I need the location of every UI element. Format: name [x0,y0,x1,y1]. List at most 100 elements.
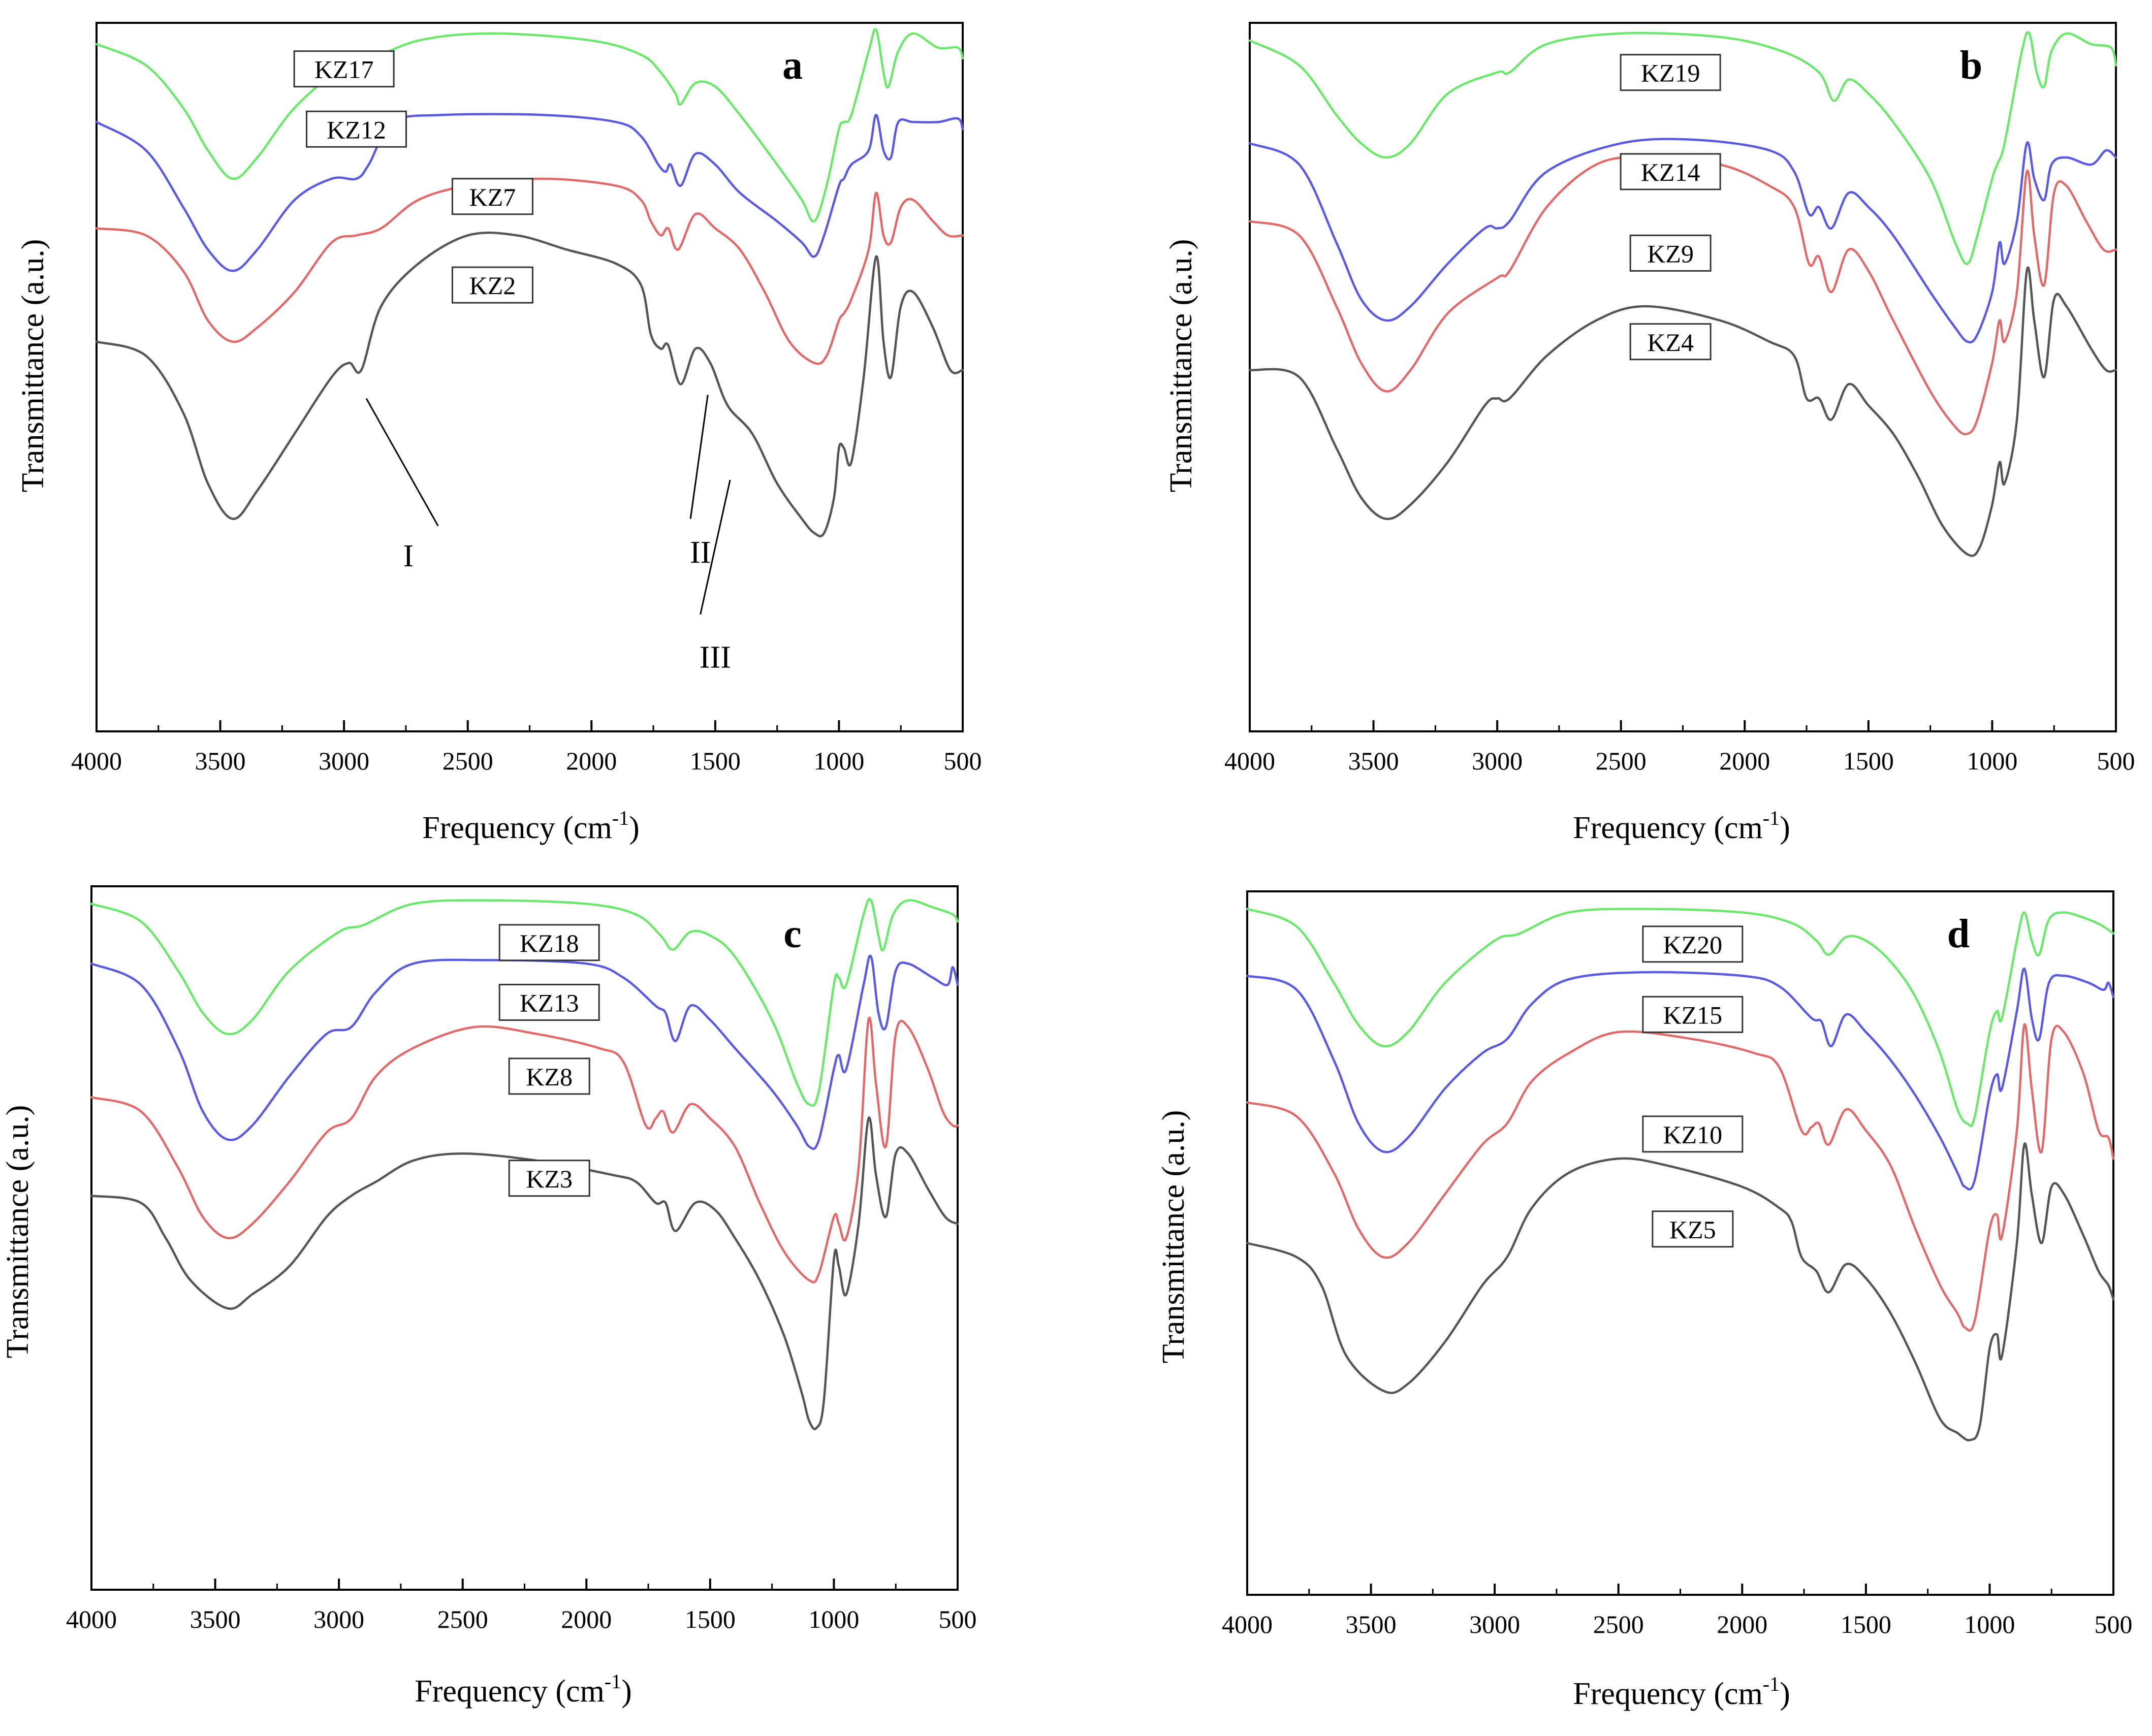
y-axis-label: Transmittance (a.u.) [1164,239,1198,493]
series-KZ13 [90,954,959,1150]
x-axis-label-sup: -1 [1763,807,1780,829]
annotation-leader-line [365,398,439,527]
x-axis-label: Frequency (cm-1) [415,1670,632,1709]
series-label-KZ7: KZ7 [451,178,533,215]
panel-a: 4000 3500 3000 2500 2000 1500 1000 500 Frequency… [16,22,982,845]
x-axis-label-sup: -1 [612,807,629,829]
series-label-KZ15: KZ15 [1642,995,1744,1033]
series-label-text: KZ2 [469,271,516,300]
x-tick-label: 1500 [1841,1610,1891,1638]
x-axis-label-sup: -1 [605,1670,621,1693]
series-label-text: KZ17 [314,55,374,84]
panel-letter: b [1960,43,1983,88]
x-tick-label: 4000 [1222,1610,1273,1638]
x-tick-label: 2500 [1596,747,1647,775]
x-tick-label: 3000 [313,1605,364,1633]
series-KZ9 [1248,156,2117,436]
series-label-KZ9: KZ9 [1629,234,1712,272]
y-axis-label: Transmittance (a.u.) [16,239,50,493]
series-label-text: KZ20 [1663,930,1723,959]
x-tick-label: 2500 [442,747,493,775]
x-tick-label: 2000 [566,747,617,775]
series-label-KZ17: KZ17 [293,50,395,88]
series-label-box [508,1160,590,1197]
x-axis-label-end: ) [1780,1677,1790,1711]
series-KZ14 [1248,138,2117,344]
series-KZ4 [1248,266,2117,557]
x-tick-label: 500 [939,1605,977,1633]
series-label-text: KZ3 [526,1165,573,1193]
series-label-KZ2: KZ2 [451,266,533,304]
series-label-text: KZ15 [1663,1001,1723,1029]
x-axis-label: Frequency (cm-1) [1573,1673,1790,1711]
series-label-box [1629,323,1712,361]
panel-d: 4000 3500 3000 2500 2000 1500 1000 500 Frequency… [1156,890,2133,1711]
x-tick-label: 3500 [1348,747,1399,775]
series-KZ20 [1246,908,2115,1128]
series-KZ15 [1246,968,2115,1191]
series-label-box [293,50,395,88]
x-axis-label-main: Frequency (cm [1573,811,1763,845]
x-axis-label-end: ) [621,1674,632,1709]
x-tick-label: 1500 [1843,747,1894,775]
annotation-I: I [403,539,414,573]
series-label-box [1629,234,1712,272]
series-label-box [498,984,600,1021]
series-KZ3 [90,1116,959,1430]
x-axis-label-main: Frequency (cm [1573,1677,1763,1711]
panel-c: 4000 3500 3000 2500 2000 1500 1000 500 Frequency… [1,885,977,1709]
series-label-KZ13: KZ13 [498,984,600,1021]
series-label-text: KZ9 [1647,239,1694,268]
series-KZ12 [95,113,964,272]
x-tick-label: 1500 [685,1605,736,1633]
x-tick-label: 3000 [1472,747,1523,775]
annotation-leader-line [700,479,731,615]
x-axis-label: Frequency (cm-1) [422,807,640,845]
panel-letter: c [783,912,802,956]
series-label-KZ19: KZ19 [1620,54,1721,91]
x-tick-label: 1000 [808,1605,859,1633]
x-axis-label-end: ) [1780,811,1790,845]
series-label-text: KZ4 [1647,328,1694,357]
series-KZ7 [95,177,964,365]
series-label-box [1620,54,1721,91]
series-label-box [451,178,533,215]
series-KZ18 [90,897,959,1107]
x-axis-label-end: ) [629,811,640,845]
series-KZ17 [95,28,964,223]
y-axis-label: Transmittance (a.u.) [1156,1110,1191,1364]
x-tick-label: 4000 [1224,747,1275,775]
x-tick-label: 3500 [1346,1610,1397,1638]
series-label-box [1642,995,1744,1033]
annotation-III: III [700,640,731,674]
x-tick-label: 2500 [437,1605,488,1633]
series-label-KZ5: KZ5 [1652,1210,1734,1248]
x-axis-label-main: Frequency (cm [422,811,612,845]
x-tick-label: 3000 [319,747,369,775]
x-tick-label: 1500 [690,747,741,775]
x-tick-label: 3500 [190,1605,241,1633]
x-tick-label: 2500 [1593,1610,1644,1638]
annotation-II: II [690,535,711,570]
series-KZ8 [90,1016,959,1283]
series-KZ19 [1248,31,2117,265]
series-label-text: KZ10 [1663,1120,1723,1149]
x-axis-label-sup: -1 [1763,1673,1780,1695]
panel-letter: a [782,43,803,88]
series-KZ10 [1246,1023,2115,1332]
panel-b: 4000 3500 3000 2500 2000 1500 1000 500 Frequency… [1164,22,2135,845]
x-tick-label: 500 [2097,747,2135,775]
x-axis-label-main: Frequency (cm [415,1674,605,1709]
series-label-text: KZ12 [327,115,386,144]
x-tick-label: 3000 [1469,1610,1520,1638]
series-label-KZ4: KZ4 [1629,323,1712,361]
series-label-box [1642,1115,1744,1153]
x-tick-label: 2000 [1719,747,1770,775]
series-label-box [1642,925,1744,963]
series-label-text: KZ7 [469,183,516,211]
series-label-KZ14: KZ14 [1620,153,1721,190]
series-label-box [498,924,600,961]
series-label-KZ18: KZ18 [498,924,600,961]
series-label-KZ10: KZ10 [1642,1115,1744,1153]
